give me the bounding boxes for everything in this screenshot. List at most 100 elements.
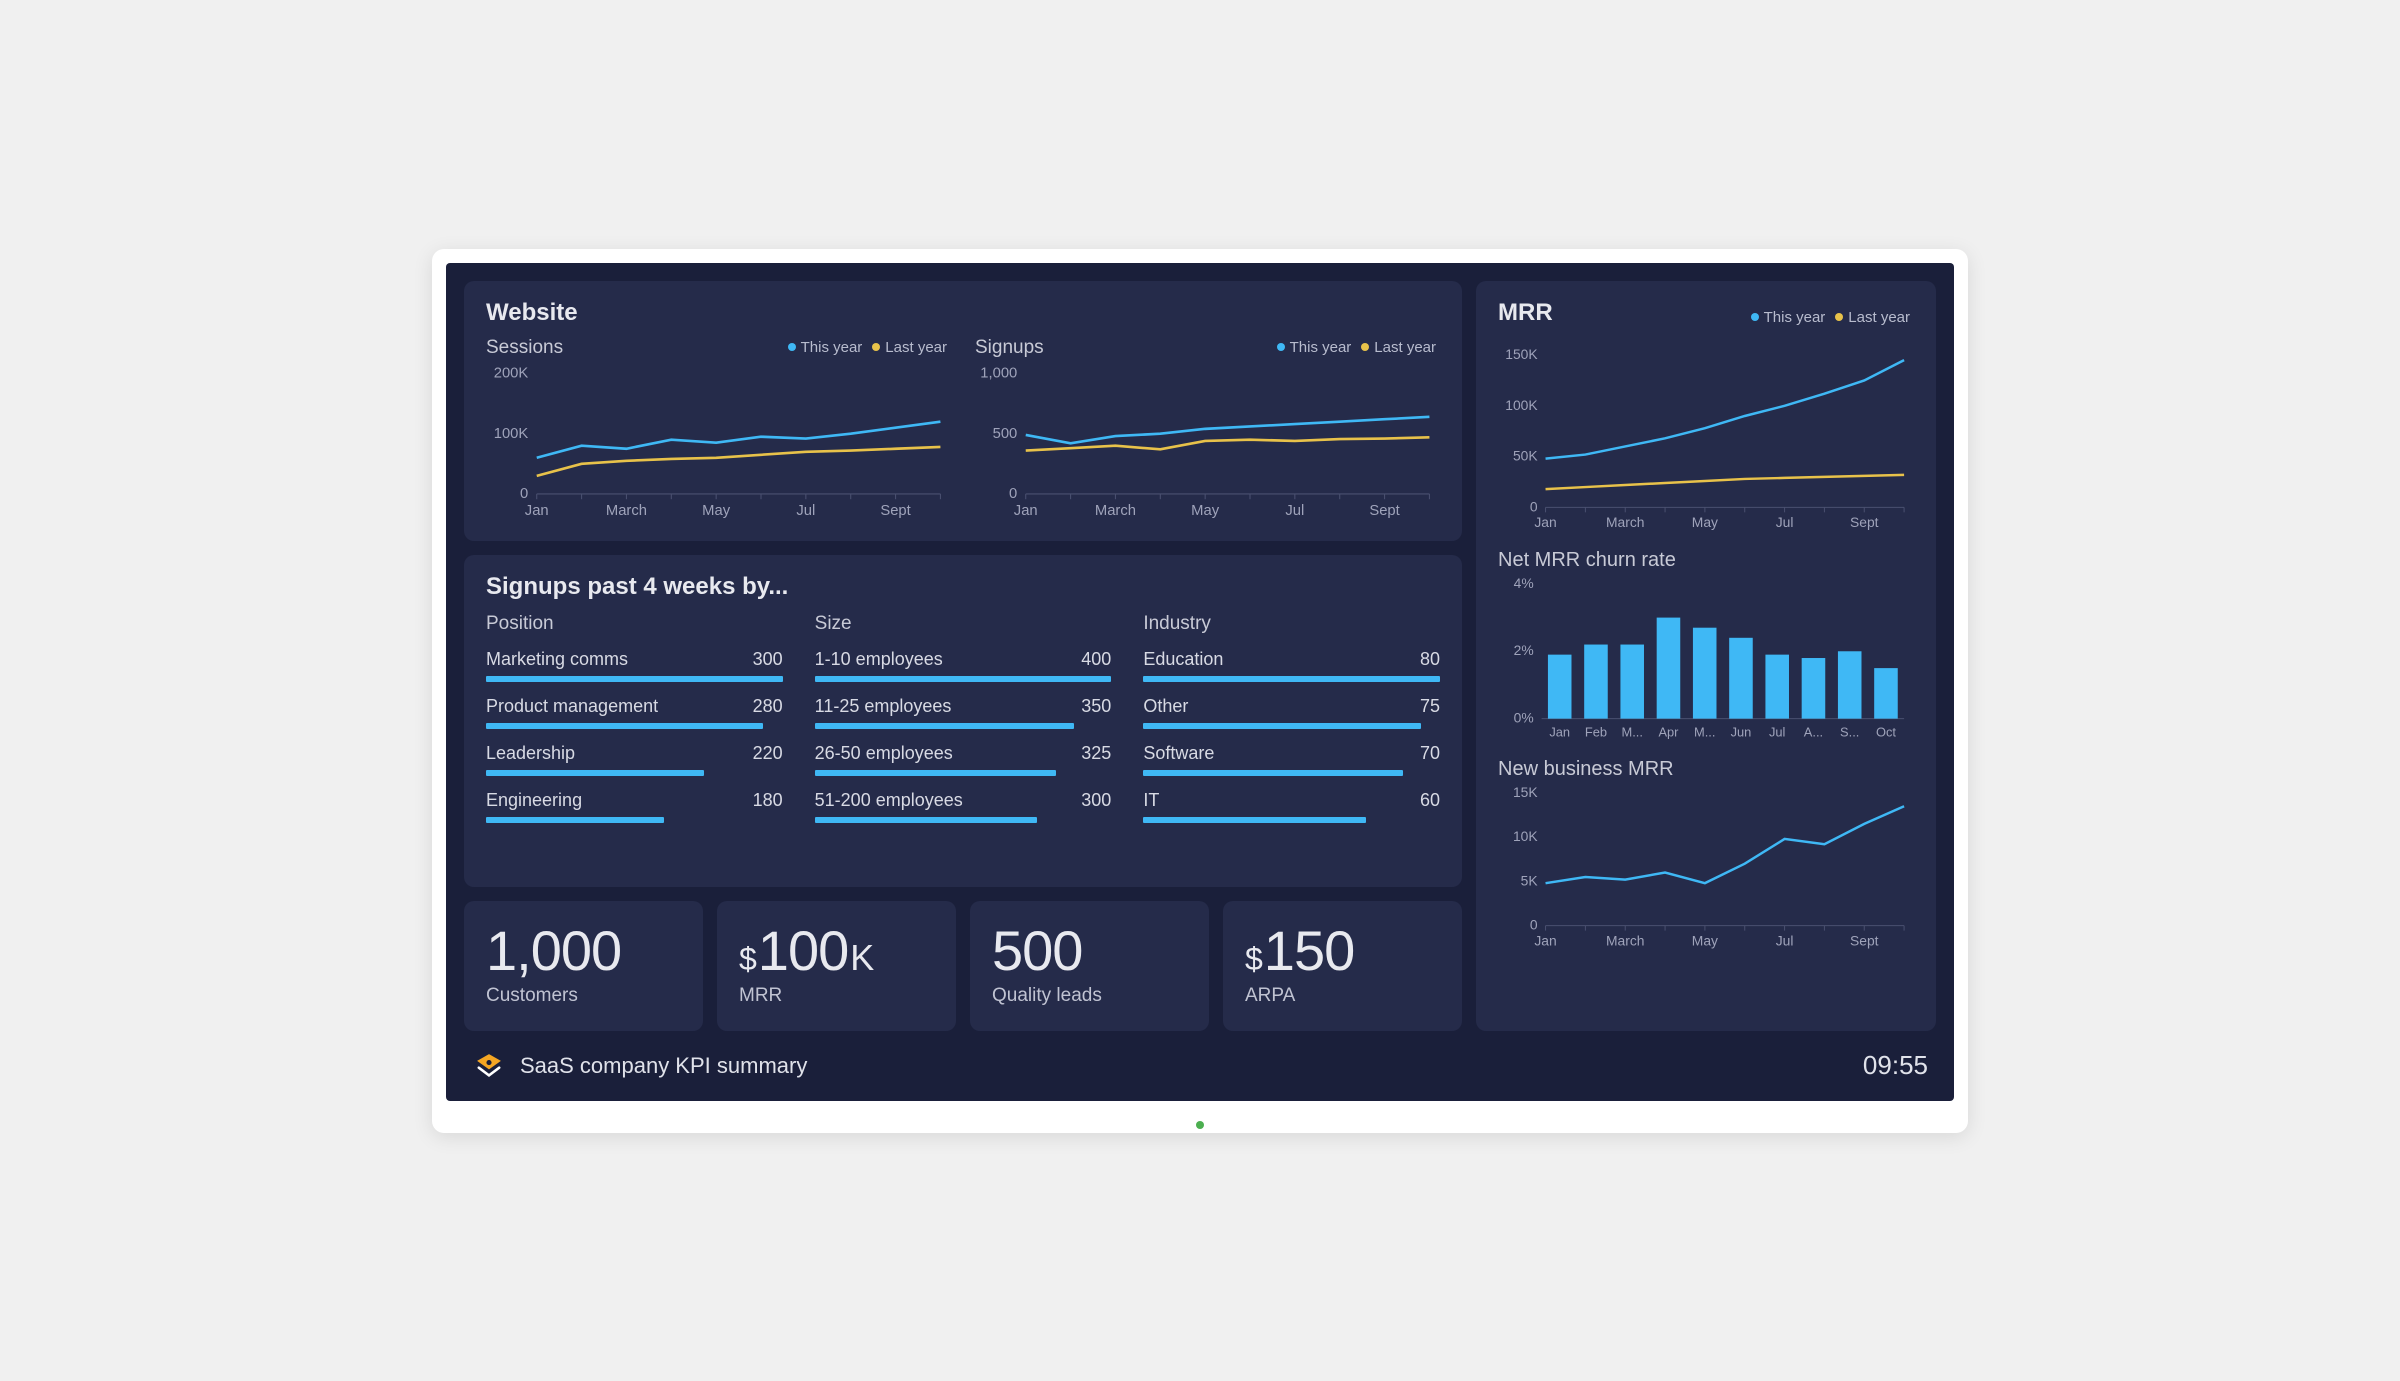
bar-label: 1-10 employees <box>815 649 943 670</box>
kpi-suffix: K <box>850 940 873 976</box>
bar-label: 51-200 employees <box>815 790 963 811</box>
svg-text:Jul: Jul <box>1776 514 1794 530</box>
churn-section: Net MRR churn rate 0%2%4%JanFebM...AprM.… <box>1498 549 1914 744</box>
mrr-line-chart: 050K100K150KJanMarchMayJulSept <box>1498 337 1914 535</box>
bar-fill <box>815 817 1038 823</box>
bar-fill <box>486 723 763 729</box>
newbiz-line-chart: 05K10K15KJanMarchMayJulSept <box>1498 785 1914 953</box>
bar-fill <box>486 770 704 776</box>
svg-text:Jul: Jul <box>796 503 815 519</box>
legend-dot-last-year <box>1835 313 1843 321</box>
mrr-legend: This year Last year <box>1751 309 1910 326</box>
legend-last-year: Last year <box>1374 339 1436 356</box>
svg-text:March: March <box>1606 514 1645 530</box>
bar-row: 11-25 employees350 <box>815 696 1112 729</box>
svg-text:Jan: Jan <box>525 503 549 519</box>
bar-value: 60 <box>1420 790 1440 811</box>
bar-label: 26-50 employees <box>815 743 953 764</box>
website-title: Website <box>486 299 1440 327</box>
bar-row: Other75 <box>1143 696 1440 729</box>
kpi-label: MRR <box>739 985 934 1007</box>
kpi-value: $100K <box>739 923 934 979</box>
bar-fill <box>1143 770 1403 776</box>
signups-chart: Signups This year Last year 05001,000Jan… <box>975 337 1440 524</box>
legend-this-year: This year <box>801 339 863 356</box>
legend-this-year: This year <box>1290 339 1352 356</box>
signups-legend: This year Last year <box>1277 339 1436 356</box>
svg-text:M...: M... <box>1621 724 1642 739</box>
bar-row: 51-200 employees300 <box>815 790 1112 823</box>
signups-by-title: Signups past 4 weeks by... <box>486 573 1440 601</box>
footer-title: SaaS company KPI summary <box>520 1053 807 1079</box>
svg-text:15K: 15K <box>1513 785 1538 800</box>
bar-value: 220 <box>753 743 783 764</box>
svg-text:May: May <box>1692 514 1718 530</box>
bar-row: IT 60 <box>1143 790 1440 823</box>
legend-last-year: Last year <box>885 339 947 356</box>
bar-row: 1-10 employees400 <box>815 649 1112 682</box>
bar-label: Education <box>1143 649 1223 670</box>
bar-value: 280 <box>753 696 783 717</box>
bar-fill <box>1143 676 1440 682</box>
svg-text:150K: 150K <box>1505 346 1538 362</box>
svg-text:A...: A... <box>1804 724 1823 739</box>
kpi-card: $100K MRR <box>717 901 956 1031</box>
svg-text:5K: 5K <box>1521 872 1539 888</box>
legend-this-year: This year <box>1764 309 1826 326</box>
svg-text:Jan: Jan <box>1549 724 1570 739</box>
svg-text:Sept: Sept <box>1369 503 1399 519</box>
bar-label: 11-25 employees <box>815 696 952 717</box>
logo-icon <box>472 1049 506 1083</box>
bar-row: Software70 <box>1143 743 1440 776</box>
bar-row: Leadership 220 <box>486 743 783 776</box>
svg-text:Jun: Jun <box>1731 724 1752 739</box>
svg-text:1,000: 1,000 <box>980 365 1017 381</box>
bar-value: 300 <box>753 649 783 670</box>
bar-fill <box>815 676 1112 682</box>
svg-text:Jul: Jul <box>1776 932 1794 948</box>
kpi-label: Customers <box>486 985 681 1007</box>
svg-text:March: March <box>606 503 647 519</box>
kpi-card: 1,000Customers <box>464 901 703 1031</box>
bar-fill <box>486 817 664 823</box>
bar-label: Marketing comms <box>486 649 628 670</box>
svg-text:Jan: Jan <box>1534 932 1556 948</box>
footer-time: 09:55 <box>1863 1050 1928 1081</box>
bar-fill <box>486 676 783 682</box>
legend-dot-this-year <box>788 343 796 351</box>
website-panel: Website Sessions This year Last year 010… <box>464 281 1462 542</box>
sessions-chart: Sessions This year Last year 0100K200KJa… <box>486 337 951 524</box>
signups-by-column: Size1-10 employees40011-25 employees3502… <box>815 613 1112 823</box>
svg-text:May: May <box>1692 932 1718 948</box>
bar-row: Education80 <box>1143 649 1440 682</box>
bar-label: IT <box>1143 790 1159 811</box>
bar-value: 70 <box>1420 743 1440 764</box>
bar-label: Leadership <box>486 743 575 764</box>
kpi-value: $150 <box>1245 923 1440 979</box>
legend-dot-this-year <box>1751 313 1759 321</box>
signups-line-chart: 05001,000JanMarchMayJulSept <box>975 365 1440 524</box>
kpi-card: 500Quality leads <box>970 901 1209 1031</box>
svg-text:S...: S... <box>1840 724 1859 739</box>
svg-text:0: 0 <box>1009 486 1017 502</box>
svg-text:Jan: Jan <box>1534 514 1556 530</box>
svg-text:M...: M... <box>1694 724 1715 739</box>
kpi-label: ARPA <box>1245 985 1440 1007</box>
kpi-label: Quality leads <box>992 985 1187 1007</box>
mrr-main-chart: This year Last year 050K100K150KJanMarch… <box>1498 337 1914 535</box>
mrr-panel: MRR This year Last year 050K100K150KJanM… <box>1476 281 1936 1031</box>
svg-text:Apr: Apr <box>1658 724 1679 739</box>
svg-text:Jan: Jan <box>1014 503 1038 519</box>
svg-text:Jul: Jul <box>1769 724 1785 739</box>
svg-text:4%: 4% <box>1514 576 1534 591</box>
bar-row: Marketing comms 300 <box>486 649 783 682</box>
sessions-line-chart: 0100K200KJanMarchMayJulSept <box>486 365 951 524</box>
kpi-card: $150 ARPA <box>1223 901 1462 1031</box>
power-indicator-icon <box>1196 1121 1204 1129</box>
bar-fill <box>1143 723 1421 729</box>
churn-bar-chart: 0%2%4%JanFebM...AprM...JunJulA...S...Oct <box>1498 576 1914 744</box>
bar-value: 325 <box>1081 743 1111 764</box>
svg-text:March: March <box>1606 932 1645 948</box>
svg-text:500: 500 <box>993 425 1018 441</box>
svg-text:Sept: Sept <box>880 503 910 519</box>
